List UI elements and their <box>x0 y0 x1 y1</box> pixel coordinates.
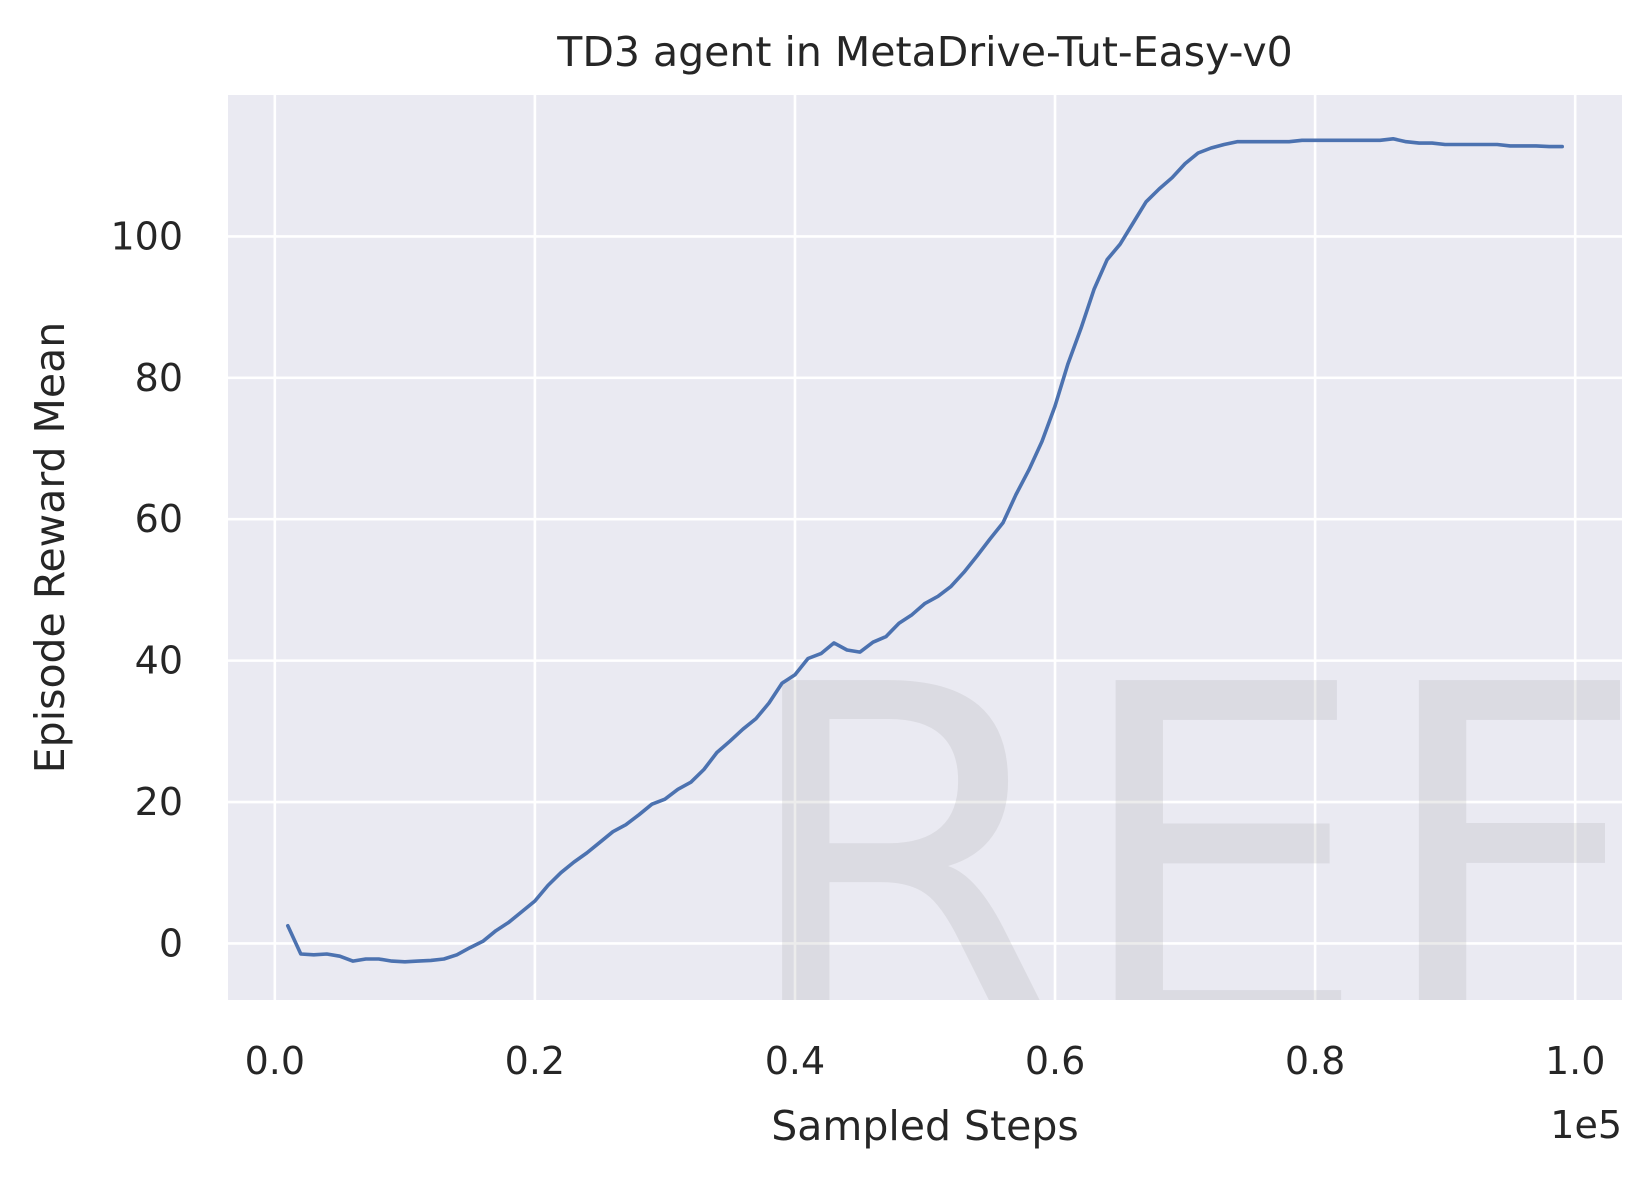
x-tick-label: 0.2 <box>505 1039 565 1083</box>
x-axis-exponent-label: 1e5 <box>1550 1103 1622 1147</box>
watermark: REF <box>735 585 1646 1144</box>
y-tick-label: 0 <box>159 921 183 965</box>
x-tick-label: 1.0 <box>1545 1039 1605 1083</box>
y-axis-title: Episode Reward Mean <box>26 322 74 773</box>
y-tick-label: 80 <box>135 356 183 400</box>
y-axis-ticks: 0 20 40 60 80 100 <box>110 214 183 965</box>
x-axis-ticks: 0.0 0.2 0.4 0.6 0.8 1.0 <box>245 1039 1606 1083</box>
x-tick-label: 0.4 <box>765 1039 825 1083</box>
x-tick-label: 0.8 <box>1285 1039 1345 1083</box>
y-tick-label: 100 <box>110 214 183 258</box>
chart-title: TD3 agent in MetaDrive-Tut-Easy-v0 <box>556 28 1292 76</box>
y-tick-label: 60 <box>135 497 183 541</box>
x-axis-title: Sampled Steps <box>771 1102 1079 1150</box>
series-line <box>286 137 1564 964</box>
y-tick-label: 20 <box>135 780 183 824</box>
x-tick-label: 0.6 <box>1025 1039 1085 1083</box>
grid <box>228 95 1622 1000</box>
x-tick-label: 0.0 <box>245 1039 305 1083</box>
y-tick-label: 40 <box>135 639 183 683</box>
plot-background <box>228 95 1622 1000</box>
